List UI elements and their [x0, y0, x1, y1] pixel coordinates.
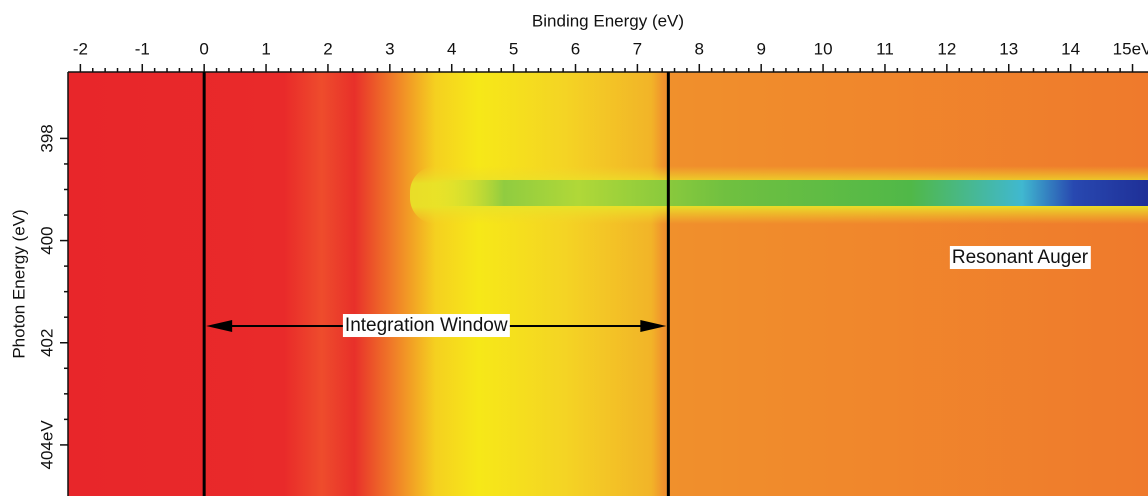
heatmap-field [68, 72, 1148, 496]
x-tick-label: -1 [135, 39, 150, 58]
x-tick-label: 9 [756, 39, 765, 58]
x-tick-label: 3 [385, 39, 394, 58]
annotation-text: Resonant Auger [952, 247, 1089, 268]
x-tick-label: 13 [999, 39, 1018, 58]
y-tick-label: 400 [37, 226, 56, 254]
annotation: Resonant Auger [950, 246, 1091, 269]
heatmap [68, 72, 1148, 496]
y-tick-label: 402 [37, 329, 56, 357]
x-tick-label: 5 [509, 39, 518, 58]
x-tick-label: 0 [199, 39, 208, 58]
x-tick-label: 8 [695, 39, 704, 58]
x-tick-label: 6 [571, 39, 580, 58]
x-tick-label: -2 [73, 39, 88, 58]
y-tick-label: 398 [37, 124, 56, 152]
x-tick-label: 15eV [1113, 39, 1148, 58]
x-tick-label: 7 [633, 39, 642, 58]
x-tick-label: 2 [323, 39, 332, 58]
x-tick-label: 4 [447, 39, 456, 58]
annotation: Integration Window [343, 314, 510, 337]
annotation-text: Integration Window [345, 315, 508, 336]
x-tick-label: 12 [937, 39, 956, 58]
y-axis-title: Photon Energy (eV) [9, 209, 28, 358]
x-tick-label: 1 [261, 39, 270, 58]
x-tick-label: 11 [876, 39, 894, 58]
page: {"chart_data": {"type": "heatmap", "x_la… [0, 0, 1148, 496]
x-tick-label: 14 [1061, 39, 1080, 58]
chart: Binding Energy (eV) Photon Energy (eV) -… [0, 0, 1148, 496]
y-tick-label: 404eV [37, 420, 56, 470]
x-axis-title: Binding Energy (eV) [532, 11, 684, 30]
resonance-core [430, 180, 1148, 206]
x-tick-label: 10 [814, 39, 833, 58]
